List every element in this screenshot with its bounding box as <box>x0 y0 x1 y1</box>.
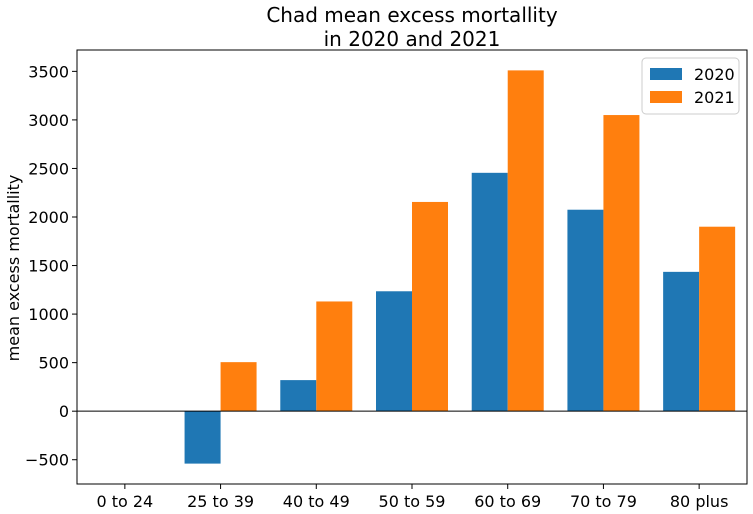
bar-2020-3 <box>376 291 412 412</box>
y-axis: −500 0 500 1000 1500 2000 2500 3000 3500 <box>25 62 77 470</box>
x-tick-label: 50 to 59 <box>379 492 446 511</box>
bar-2020-1 <box>184 411 221 464</box>
bar-2021-6 <box>699 226 736 412</box>
y-axis-label: mean excess mortallity <box>4 175 23 362</box>
bar-2021-1 <box>220 362 257 412</box>
legend-swatch-2021 <box>650 91 682 103</box>
x-tick-label: 25 to 39 <box>187 492 254 511</box>
bar-2020-2 <box>280 380 317 412</box>
y-tick-label: 0 <box>59 402 69 421</box>
legend-label-2020: 2020 <box>694 65 735 84</box>
chart-title: Chad mean excess mortallity in 2020 and … <box>266 3 558 51</box>
bars-layer <box>184 70 736 464</box>
bar-2020-4 <box>471 172 508 412</box>
y-tick-label: −500 <box>25 451 69 470</box>
y-tick-label: 1500 <box>28 257 69 276</box>
plot-frame <box>76 49 748 485</box>
x-tick-label: 40 to 49 <box>283 492 350 511</box>
y-tick-label: 1000 <box>28 305 69 324</box>
legend-label-2021: 2021 <box>694 88 735 107</box>
bar-2021-5 <box>603 115 640 412</box>
bar-2021-2 <box>316 301 353 412</box>
x-axis: 0 to 24 25 to 39 40 to 49 50 to 59 60 to 69 7… <box>96 484 728 511</box>
legend: 2020 2021 <box>641 57 740 115</box>
x-tick-label: 60 to 69 <box>474 492 541 511</box>
y-tick-label: 2500 <box>28 159 69 178</box>
y-tick-label: 2000 <box>28 208 69 227</box>
legend-swatch-2020 <box>650 68 682 80</box>
y-tick-label: 3000 <box>28 111 69 130</box>
x-tick-label: 70 to 79 <box>570 492 637 511</box>
y-tick-label: 3500 <box>28 62 69 81</box>
bar-2021-4 <box>507 70 544 412</box>
bar-2020-6 <box>663 271 700 412</box>
chart-title-line-1: Chad mean excess mortallity <box>266 3 558 27</box>
bar-2020-5 <box>567 209 604 412</box>
x-tick-label: 0 to 24 <box>96 492 153 511</box>
bar-2021-3 <box>412 201 448 412</box>
x-tick-label: 80 plus <box>670 492 729 511</box>
y-tick-label: 500 <box>38 354 69 373</box>
chart-title-line-2: in 2020 and 2021 <box>324 27 501 51</box>
